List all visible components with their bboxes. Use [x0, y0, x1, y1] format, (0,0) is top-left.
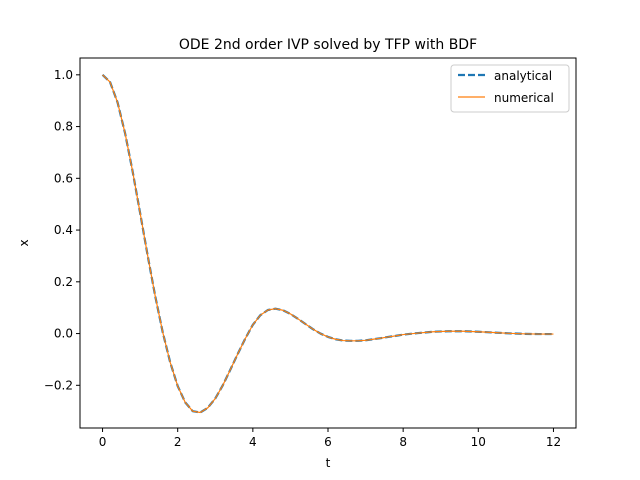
- y-tick-label: 0.0: [54, 327, 73, 341]
- legend-frame: [450, 64, 570, 113]
- y-tick-label: 0.6: [54, 171, 73, 185]
- legend-label-numerical: numerical: [494, 91, 554, 105]
- series-layer: [101, 74, 554, 414]
- axes-background: [80, 58, 576, 428]
- legend: analytical numerical: [450, 64, 570, 113]
- x-tick-label: 2: [174, 435, 182, 449]
- x-tick-label: 6: [324, 435, 332, 449]
- x-axis-ticks: 0 2 4 6 8 10 12: [99, 428, 561, 449]
- y-tick-label: 0.2: [54, 275, 73, 289]
- y-tick-label: 1.0: [54, 68, 73, 82]
- x-tick-label: 10: [471, 435, 486, 449]
- y-tick-label: 0.4: [54, 223, 73, 237]
- y-axis-ticks: −0.2 0.0 0.2 0.4 0.6 0.8 1.0: [44, 68, 80, 392]
- series-line-numerical: [102, 74, 554, 414]
- x-tick-label: 0: [99, 435, 107, 449]
- chart-title: ODE 2nd order IVP solved by TFP with BDF: [179, 37, 477, 53]
- y-tick-label: −0.2: [44, 378, 73, 392]
- y-axis-label: x: [17, 239, 31, 246]
- y-tick-label: 0.8: [54, 120, 73, 134]
- x-tick-label: 8: [399, 435, 407, 449]
- x-axis-label: t: [326, 456, 331, 470]
- legend-label-analytical: analytical: [494, 69, 552, 83]
- x-tick-label: 12: [546, 435, 561, 449]
- x-tick-label: 4: [249, 435, 257, 449]
- plot-area: [79, 57, 577, 429]
